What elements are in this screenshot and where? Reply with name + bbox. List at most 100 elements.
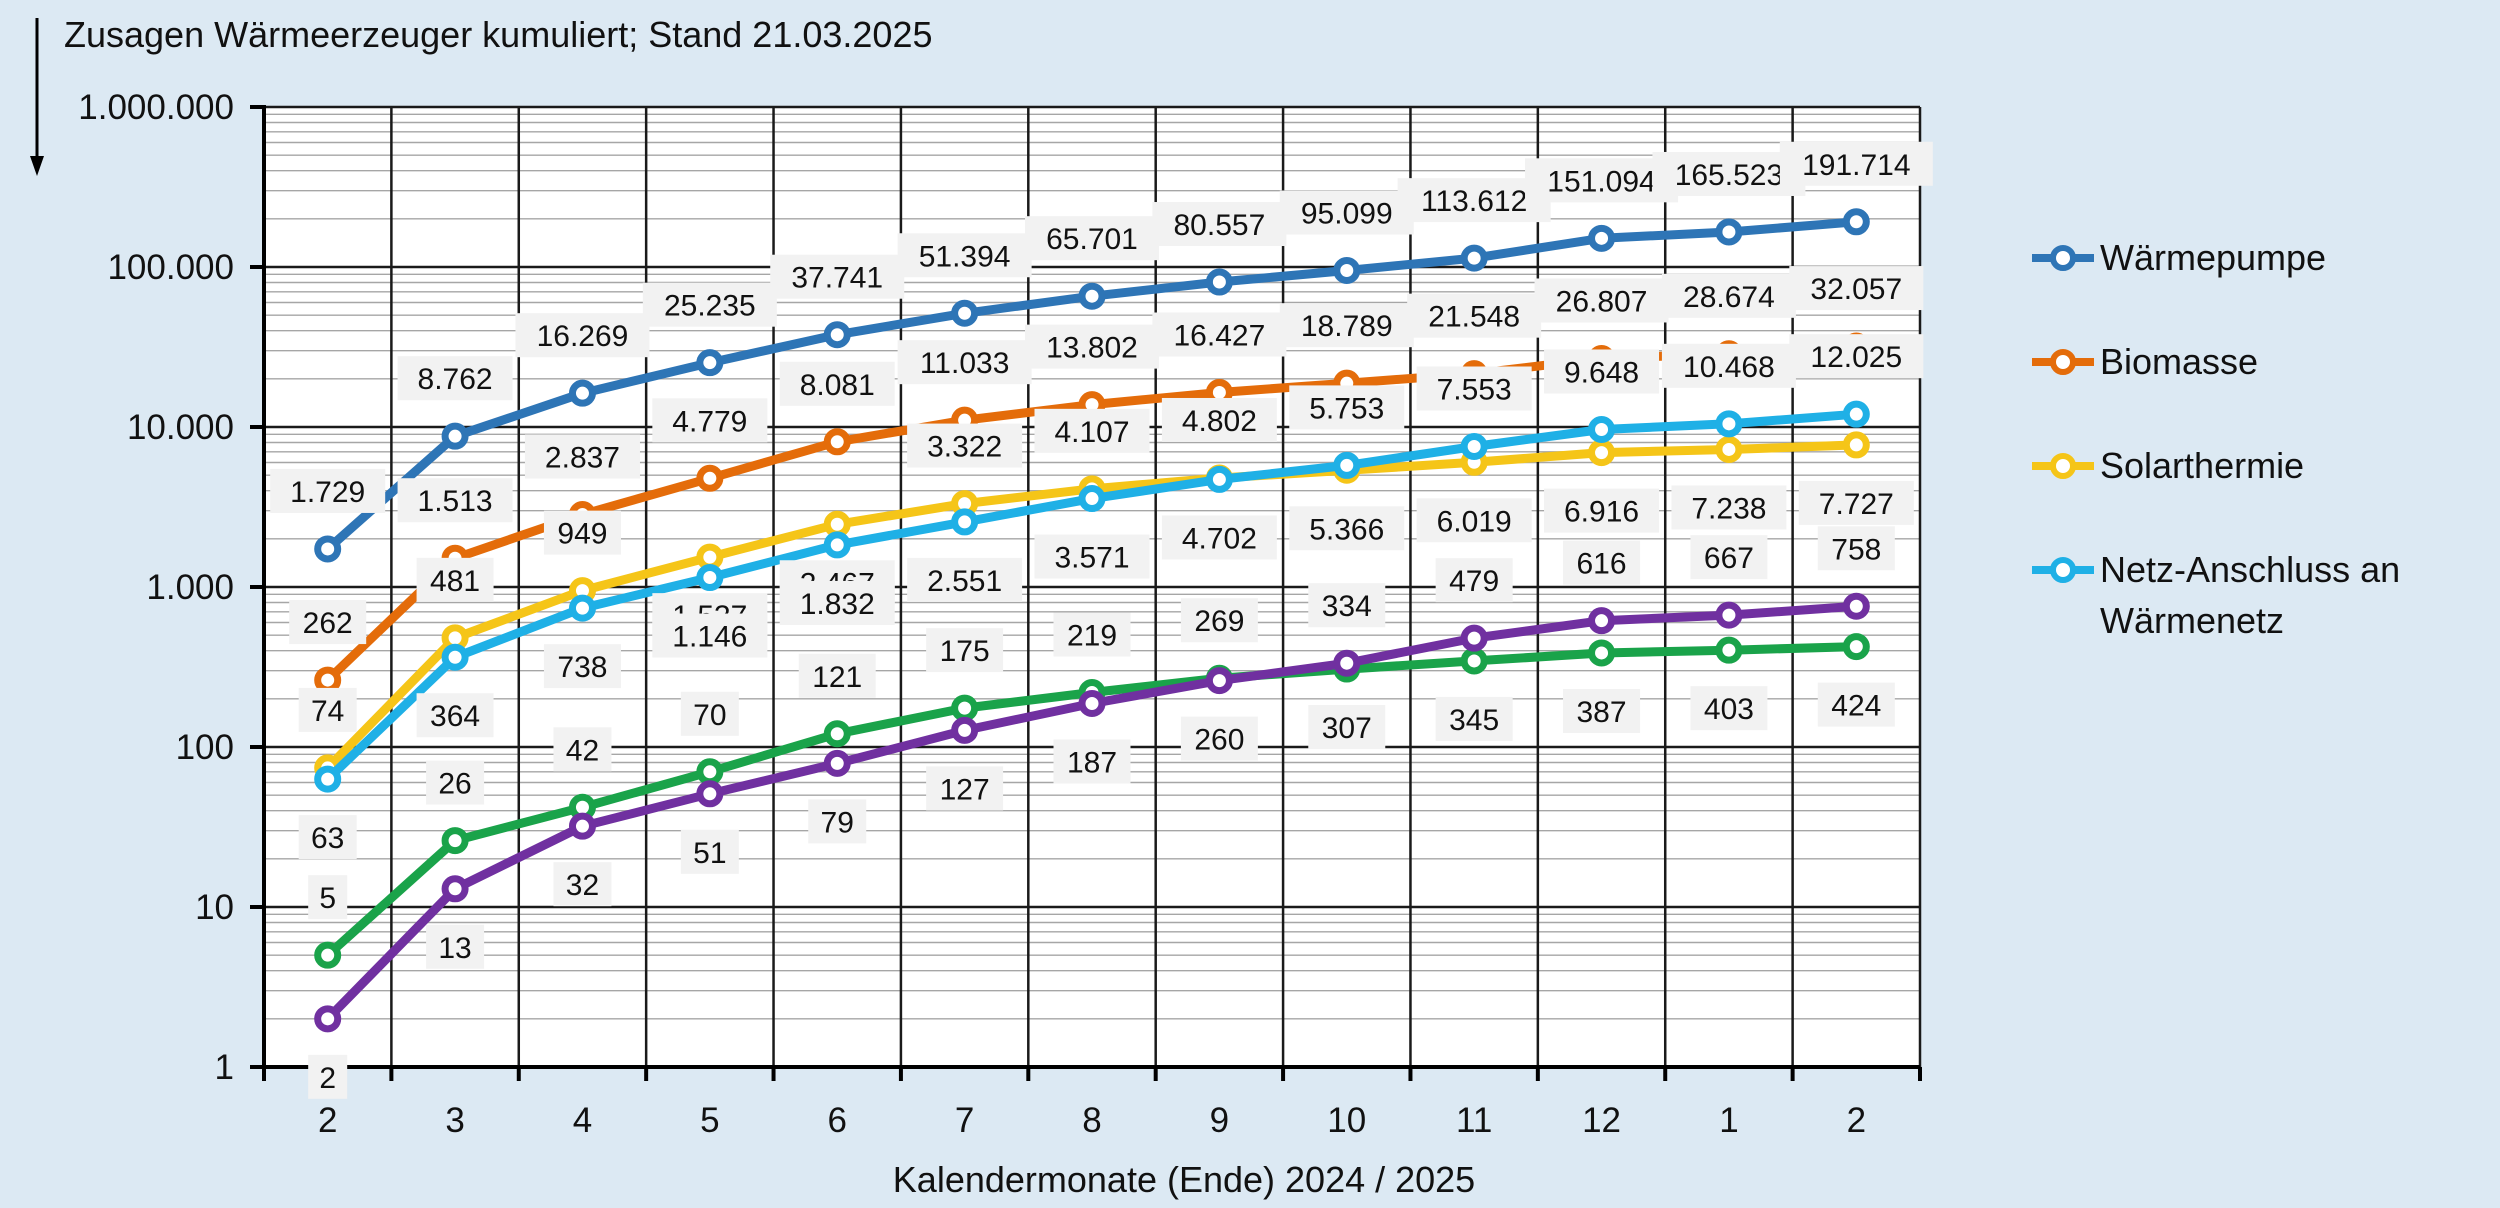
data-point — [1588, 639, 1616, 667]
data-label: 758 — [1831, 533, 1881, 566]
data-label: 70 — [693, 699, 726, 732]
data-label-bg — [652, 398, 768, 443]
data-label-bg — [1289, 506, 1405, 551]
data-point — [1460, 624, 1488, 652]
data-point — [696, 564, 724, 592]
data-label: 738 — [557, 651, 607, 684]
data-label-bg — [1407, 293, 1542, 338]
data-label: 26 — [438, 768, 471, 801]
data-point — [568, 594, 596, 622]
data-label-bg — [897, 340, 1032, 385]
data-label: 3.322 — [927, 431, 1002, 464]
data-label-bg — [1534, 278, 1669, 323]
data-label: 403 — [1704, 693, 1754, 726]
data-point — [1842, 208, 1870, 236]
y-tick-label: 1 — [215, 1048, 234, 1087]
data-label-bg — [397, 478, 513, 523]
data-label-bg — [642, 282, 777, 327]
data-point — [314, 666, 342, 694]
data-label-bg — [1053, 739, 1131, 784]
data-label: 667 — [1704, 542, 1754, 575]
data-label-bg — [770, 254, 905, 299]
data-label-bg — [1435, 558, 1513, 603]
data-point — [1078, 282, 1106, 310]
data-label-bg — [416, 693, 494, 738]
data-label-bg — [926, 766, 1004, 811]
x-tick-label: 7 — [955, 1101, 974, 1140]
data-label-bg — [1416, 366, 1532, 411]
data-label-bg — [289, 600, 367, 645]
data-point — [951, 694, 979, 722]
data-label: 2.837 — [545, 442, 620, 475]
x-tick-label: 11 — [1456, 1101, 1492, 1140]
data-point — [568, 812, 596, 840]
data-label: 12.025 — [1810, 341, 1902, 374]
data-point — [1588, 415, 1616, 443]
series-4 — [314, 633, 1870, 969]
data-point — [823, 531, 851, 559]
data-label: 25.235 — [664, 290, 756, 323]
data-label-bg — [426, 924, 485, 969]
data-point — [568, 379, 596, 407]
data-label-bg — [1817, 526, 1895, 571]
data-point — [1588, 224, 1616, 252]
data-point — [441, 422, 469, 450]
data-point — [1333, 649, 1361, 677]
data-point — [1715, 435, 1743, 463]
data-label: 4.779 — [672, 405, 747, 438]
data-label-bg — [298, 815, 357, 860]
data-point — [696, 349, 724, 377]
data-label-bg — [1661, 273, 1796, 318]
data-label-bg — [543, 644, 621, 689]
data-label: 1.146 — [672, 621, 747, 654]
y-tick-label: 10 — [195, 888, 234, 927]
series-5 — [314, 592, 1870, 1033]
data-label-bg — [897, 233, 1032, 278]
data-label: 165.523 — [1675, 159, 1783, 192]
data-label: 151.094 — [1547, 165, 1655, 198]
data-label: 6.019 — [1437, 505, 1512, 538]
legend-item: Biomasse — [2032, 341, 2258, 382]
x-tick-label: 9 — [1210, 1101, 1229, 1140]
data-label: 7.727 — [1819, 488, 1894, 521]
data-point — [951, 299, 979, 327]
legend-swatch-marker — [2050, 245, 2076, 271]
data-label: 10.468 — [1683, 351, 1775, 384]
data-label: 949 — [557, 518, 607, 551]
data-label: 95.099 — [1301, 197, 1393, 230]
data-label: 13 — [438, 932, 471, 965]
y-tick-label: 100 — [176, 728, 234, 767]
data-label-bg — [1308, 705, 1386, 750]
data-label: 4.802 — [1182, 405, 1257, 438]
data-label-bg — [1025, 324, 1159, 369]
data-label-bg — [1152, 202, 1287, 247]
legend-swatch-marker — [2050, 453, 2076, 479]
data-label: 16.269 — [537, 320, 629, 353]
data-label: 345 — [1449, 704, 1499, 737]
x-tick-label: 12 — [1582, 1101, 1621, 1140]
data-point — [1588, 439, 1616, 467]
data-point — [314, 941, 342, 969]
legend-swatch-marker — [2050, 349, 2076, 375]
data-label: 5 — [319, 882, 336, 915]
data-label-bg — [553, 727, 612, 772]
data-label-bg — [680, 691, 739, 736]
data-label: 74 — [311, 695, 344, 728]
data-label-bg — [553, 862, 612, 907]
x-tick-label: 2 — [1847, 1101, 1866, 1140]
data-point — [823, 720, 851, 748]
legend-item: Solarthermie — [2032, 445, 2304, 486]
data-label: 1.832 — [800, 588, 875, 621]
series-3 — [314, 400, 1870, 793]
data-label: 32.057 — [1810, 273, 1902, 306]
legend-label: Netz-Anschluss an — [2100, 549, 2400, 590]
y-tick-label: 1.000 — [146, 568, 234, 607]
data-label-bg — [907, 423, 1023, 468]
data-label-bg — [308, 1054, 348, 1099]
data-label: 79 — [821, 806, 854, 839]
data-label: 5.366 — [1309, 513, 1384, 546]
data-label: 1.513 — [418, 485, 493, 518]
data-label-bg — [298, 687, 357, 732]
data-point — [823, 510, 851, 538]
